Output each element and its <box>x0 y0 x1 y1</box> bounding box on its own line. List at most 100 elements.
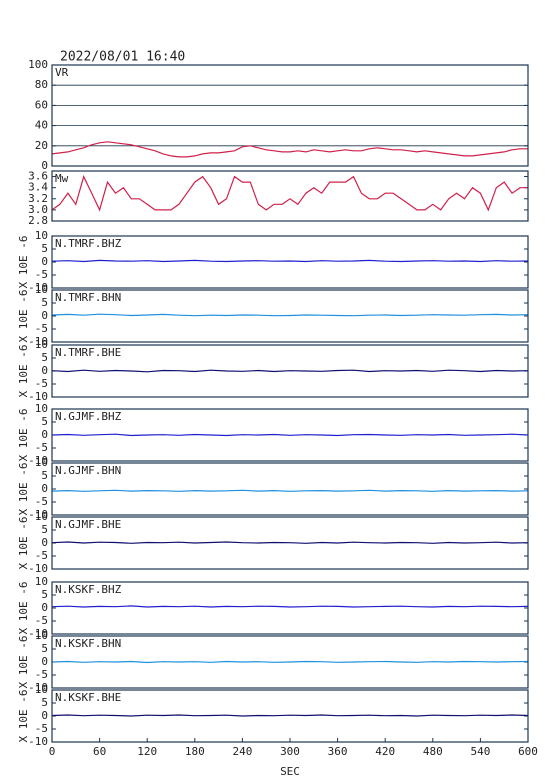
y-tick-label: 20 <box>35 139 48 152</box>
y-tick-label: -5 <box>35 549 48 562</box>
y-tick-label: 0 <box>41 255 48 268</box>
panel-frame <box>51 235 529 289</box>
y-tick-label: 0 <box>41 159 48 172</box>
y-axis-label: X 10E -6 <box>17 636 30 689</box>
y-tick-label: 0 <box>41 309 48 322</box>
x-tick-label: 600 <box>518 745 538 758</box>
y-tick-label: 0 <box>41 655 48 668</box>
y-tick-label: 10 <box>35 402 48 415</box>
panel-frame <box>51 64 529 167</box>
y-tick-label: -10 <box>28 454 48 467</box>
y-tick-label: 80 <box>35 78 48 91</box>
series-name: N.TMRF.BHZ <box>55 237 122 250</box>
y-tick-label: 3.0 <box>28 203 48 216</box>
series-name: N.GJMF.BHE <box>55 518 121 531</box>
series-line <box>51 433 529 437</box>
x-tick-label: 180 <box>185 745 205 758</box>
series-name: N.GJMF.BHZ <box>55 410 122 423</box>
panel-frame <box>51 581 529 635</box>
y-tick-label: 0 <box>41 601 48 614</box>
y-tick-label: -5 <box>35 322 48 335</box>
y-axis-label: X 10E -6 <box>17 517 30 570</box>
series-line <box>51 660 529 664</box>
y-tick-label: -5 <box>35 495 48 508</box>
y-tick-label: 10 <box>35 283 48 296</box>
y-tick-label: 60 <box>35 98 48 111</box>
y-tick-label: 10 <box>35 629 48 642</box>
y-tick-label: 2.8 <box>28 214 48 227</box>
y-tick-label: -5 <box>35 614 48 627</box>
series-name: N.TMRF.BHN <box>55 291 121 304</box>
series-name: N.TMRF.BHE <box>55 346 121 359</box>
y-tick-label: 5 <box>41 351 48 364</box>
y-tick-label: -10 <box>28 281 48 294</box>
y-tick-label: -10 <box>28 562 48 575</box>
panel-frame <box>51 635 529 689</box>
panel-frame <box>51 462 529 516</box>
y-tick-label: 10 <box>35 338 48 351</box>
panel-frame <box>51 408 529 462</box>
series-line <box>51 605 529 608</box>
x-tick-label: 60 <box>93 745 106 758</box>
series-line <box>51 541 529 544</box>
series-line <box>51 489 529 492</box>
y-axis-label: X 10E -6 <box>17 290 30 343</box>
series-name: VR <box>55 66 69 79</box>
series-line <box>51 141 528 158</box>
y-tick-label: 3.6 <box>28 170 48 183</box>
y-tick-label: 5 <box>41 523 48 536</box>
x-axis-label: SEC <box>280 765 300 778</box>
y-tick-label: 3.2 <box>28 192 48 205</box>
y-axis-label: X 10E -6 <box>17 690 30 743</box>
y-tick-label: 0 <box>41 536 48 549</box>
y-tick-label: 5 <box>41 642 48 655</box>
series-line <box>51 259 529 263</box>
x-tick-label: 420 <box>375 745 395 758</box>
y-tick-label: -5 <box>35 268 48 281</box>
panel-frame <box>51 516 529 570</box>
series-name: N.KSKF.BHN <box>55 637 121 650</box>
x-tick-label: 540 <box>470 745 490 758</box>
series-name: N.KSKF.BHZ <box>55 583 122 596</box>
x-tick-label: 480 <box>423 745 443 758</box>
y-tick-label: 10 <box>35 683 48 696</box>
series-line <box>51 313 529 317</box>
series-name: N.KSKF.BHE <box>55 691 121 704</box>
panel-frame <box>51 344 529 398</box>
y-tick-label: 5 <box>41 588 48 601</box>
y-tick-label: -10 <box>28 735 48 748</box>
panel-frame <box>51 170 529 222</box>
y-axis-label: X 10E -6 <box>17 463 30 516</box>
x-tick-label: 240 <box>232 745 252 758</box>
panel-frame <box>51 689 529 743</box>
x-tick-label: 360 <box>328 745 348 758</box>
y-tick-label: -10 <box>28 335 48 348</box>
chart-title: 2022/08/01 16:40 <box>60 50 185 65</box>
x-tick-label: 120 <box>137 745 157 758</box>
y-tick-label: -5 <box>35 668 48 681</box>
y-tick-label: 0 <box>41 364 48 377</box>
y-tick-label: -10 <box>28 681 48 694</box>
y-tick-label: 5 <box>41 696 48 709</box>
y-tick-label: -10 <box>28 390 48 403</box>
y-tick-label: 100 <box>28 58 48 71</box>
x-tick-label: 300 <box>280 745 300 758</box>
series-name: Mw <box>55 172 69 185</box>
y-tick-label: 3.4 <box>28 181 48 194</box>
y-axis-label: X 10E -6 <box>17 409 30 462</box>
y-tick-label: 5 <box>41 242 48 255</box>
series-line <box>51 369 529 373</box>
y-tick-label: 0 <box>41 482 48 495</box>
y-tick-label: -10 <box>28 508 48 521</box>
y-axis-label: X 10E -6 <box>17 582 30 635</box>
panel-frame <box>51 289 529 343</box>
y-tick-label: 10 <box>35 510 48 523</box>
y-tick-label: 5 <box>41 296 48 309</box>
y-tick-label: 10 <box>35 456 48 469</box>
y-axis-label: X 10E -6 <box>17 236 30 289</box>
y-tick-label: 10 <box>35 575 48 588</box>
y-tick-label: 0 <box>41 428 48 441</box>
x-tick-label: 0 <box>49 745 56 758</box>
y-tick-label: 10 <box>35 229 48 242</box>
